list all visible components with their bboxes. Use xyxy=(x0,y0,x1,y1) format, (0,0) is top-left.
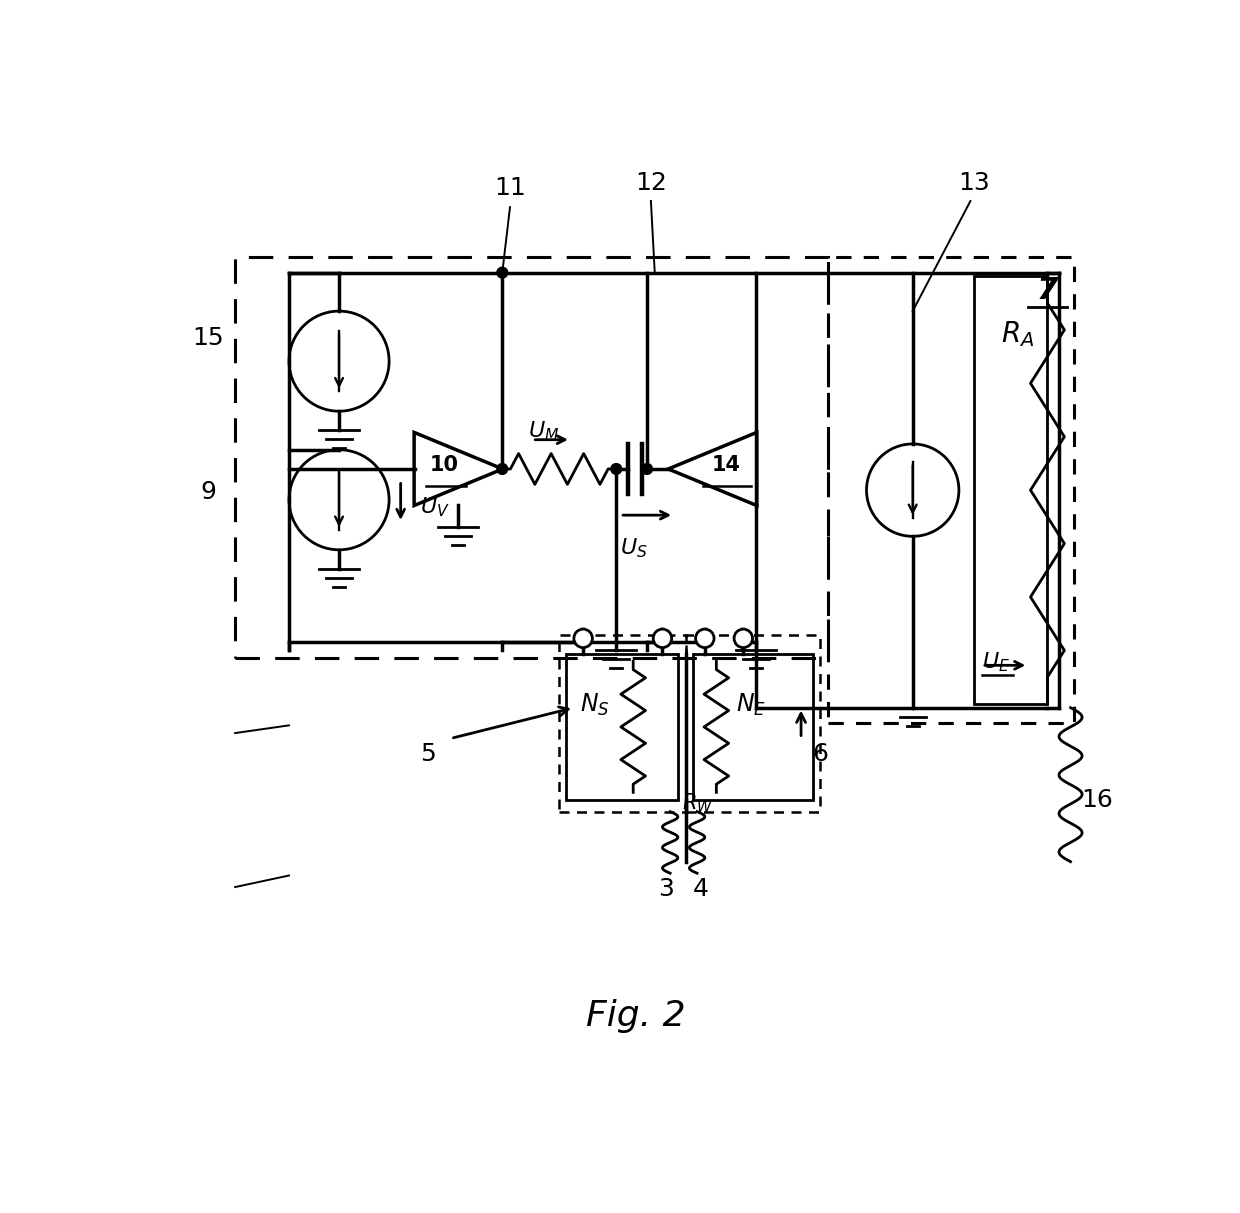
Text: 5: 5 xyxy=(419,742,435,765)
Bar xyxy=(236,257,828,657)
Text: 13: 13 xyxy=(959,171,991,194)
Text: 14: 14 xyxy=(712,455,740,475)
Circle shape xyxy=(653,630,672,648)
Text: $R_W$: $R_W$ xyxy=(682,792,713,815)
Circle shape xyxy=(696,630,714,648)
Text: 3: 3 xyxy=(658,877,675,900)
Circle shape xyxy=(734,630,753,648)
Text: $R_A$: $R_A$ xyxy=(1001,319,1034,348)
Bar xyxy=(558,634,686,811)
Circle shape xyxy=(574,630,593,648)
Text: $N_S$: $N_S$ xyxy=(580,693,610,718)
Circle shape xyxy=(497,463,507,474)
Text: $N_E$: $N_E$ xyxy=(735,693,765,718)
Circle shape xyxy=(611,463,621,474)
Text: 9: 9 xyxy=(200,480,216,505)
Text: 4: 4 xyxy=(693,877,709,900)
Text: Fig. 2: Fig. 2 xyxy=(585,998,686,1032)
Text: $U_M$: $U_M$ xyxy=(528,418,559,443)
Bar xyxy=(828,257,1074,723)
Bar xyxy=(686,634,821,811)
Text: 12: 12 xyxy=(635,171,667,194)
Text: $U_S$: $U_S$ xyxy=(620,536,647,560)
Text: $U_E$: $U_E$ xyxy=(982,650,1011,673)
Text: 7: 7 xyxy=(1037,277,1058,306)
Text: 16: 16 xyxy=(1081,788,1114,811)
Bar xyxy=(975,277,1048,704)
Text: 10: 10 xyxy=(430,455,459,475)
Text: 15: 15 xyxy=(192,326,224,351)
Bar xyxy=(567,654,678,801)
Text: 6: 6 xyxy=(812,742,828,765)
Circle shape xyxy=(641,463,652,474)
Text: $U_V$: $U_V$ xyxy=(420,496,450,519)
Text: 11: 11 xyxy=(494,176,526,200)
Circle shape xyxy=(497,267,507,278)
Bar xyxy=(693,654,812,801)
